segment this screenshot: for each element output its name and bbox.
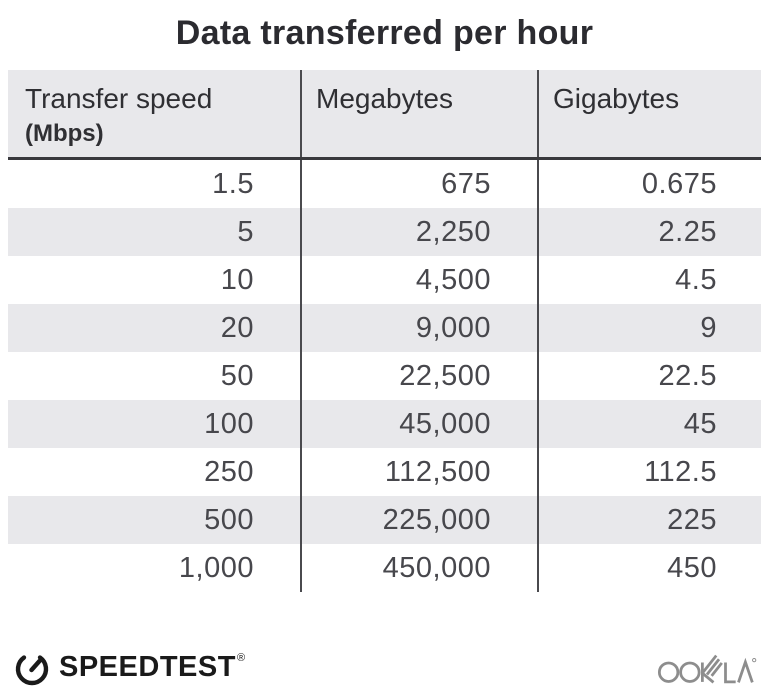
cell-megabytes: 2,250 — [302, 208, 539, 256]
cell-transfer-speed: 500 — [8, 496, 302, 544]
cell-gigabytes: 450 — [667, 552, 717, 584]
cell-gigabytes: 112.5 — [644, 456, 717, 488]
table-row: 250 112,500 112.5 — [8, 448, 761, 496]
cell-transfer-speed: 10 — [8, 256, 302, 304]
header-megabytes: Megabytes — [302, 70, 539, 157]
table-body: 1.5 675 0.675 5 2,250 2.25 10 4,500 4.5 20 9,000 9 5… — [8, 160, 761, 592]
cell-megabytes: 225,000 — [302, 496, 539, 544]
footer: SPEEDTEST® — [12, 646, 757, 690]
table-row: 5 2,250 2.25 — [8, 208, 761, 256]
header-transfer-speed-label: Transfer speed — [25, 83, 213, 114]
registered-mark: ® — [236, 651, 246, 664]
cell-transfer-speed: 100 — [8, 400, 302, 448]
header-transfer-speed: Transfer speed (Mbps) — [8, 70, 302, 157]
ookla-wordmark-icon — [657, 654, 757, 683]
ookla-logo — [657, 650, 757, 687]
speedtest-gauge-icon — [12, 648, 52, 688]
table-header-row: Transfer speed (Mbps) Megabytes Gigabyte… — [8, 70, 761, 160]
table-row: 10 4,500 4.5 — [8, 256, 761, 304]
table-row: 100 45,000 45 — [8, 400, 761, 448]
table-row: 500 225,000 225 — [8, 496, 761, 544]
cell-megabytes: 45,000 — [302, 400, 539, 448]
cell-gigabytes: 22.5 — [658, 360, 717, 392]
cell-megabytes: 4,500 — [302, 256, 539, 304]
table-row: 1,000 450,000 450 — [8, 544, 761, 592]
cell-megabytes: 9,000 — [302, 304, 539, 352]
cell-transfer-speed: 5 — [8, 208, 302, 256]
speedtest-wordmark: SPEEDTEST® — [59, 650, 246, 683]
cell-transfer-speed: 250 — [8, 448, 302, 496]
data-table: Transfer speed (Mbps) Megabytes Gigabyte… — [8, 70, 761, 592]
cell-transfer-speed: 1.5 — [8, 160, 302, 208]
table-row: 50 22,500 22.5 — [8, 352, 761, 400]
table-row: 1.5 675 0.675 — [8, 160, 761, 208]
cell-gigabytes: 0.675 — [641, 168, 717, 200]
header-transfer-speed-unit: (Mbps) — [25, 120, 104, 147]
cell-megabytes: 112,500 — [302, 448, 539, 496]
speedtest-logo: SPEEDTEST® — [12, 648, 245, 688]
cell-transfer-speed: 1,000 — [8, 544, 302, 592]
page-title: Data transferred per hour — [175, 14, 594, 52]
cell-transfer-speed: 20 — [8, 304, 302, 352]
cell-megabytes: 450,000 — [302, 544, 539, 592]
cell-megabytes: 675 — [302, 160, 539, 208]
cell-transfer-speed: 50 — [8, 352, 302, 400]
header-gigabytes: Gigabytes — [553, 83, 680, 114]
cell-gigabytes: 2.25 — [658, 216, 717, 248]
cell-gigabytes: 4.5 — [675, 264, 717, 296]
cell-megabytes: 22,500 — [302, 352, 539, 400]
table-row: 20 9,000 9 — [8, 304, 761, 352]
cell-gigabytes: 9 — [700, 312, 717, 344]
cell-gigabytes: 45 — [683, 408, 717, 440]
cell-gigabytes: 225 — [667, 504, 717, 536]
